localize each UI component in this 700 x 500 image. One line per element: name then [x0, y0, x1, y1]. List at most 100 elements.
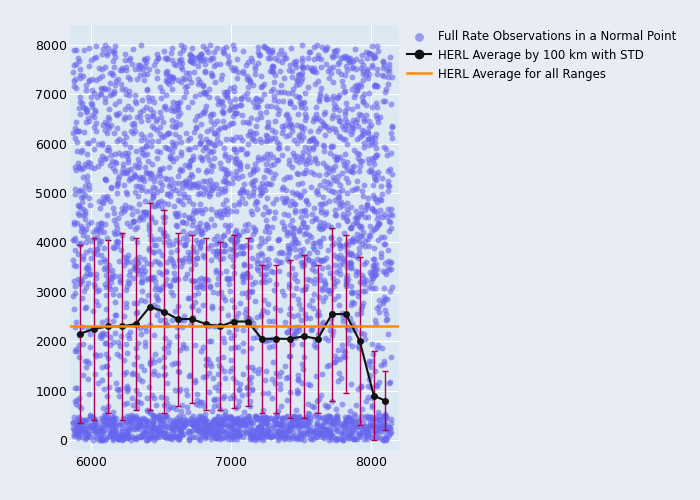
Full Rate Observations in a Normal Point	[188, 421, 199, 429]
Full Rate Observations in a Normal Point	[178, 234, 189, 241]
Full Rate Observations in a Normal Point	[247, 130, 258, 138]
Full Rate Observations in a Normal Point	[272, 430, 284, 438]
Full Rate Observations in a Normal Point	[313, 190, 324, 198]
Full Rate Observations in a Normal Point	[245, 316, 256, 324]
Full Rate Observations in a Normal Point	[362, 202, 373, 210]
Full Rate Observations in a Normal Point	[351, 310, 362, 318]
Full Rate Observations in a Normal Point	[254, 430, 265, 438]
Full Rate Observations in a Normal Point	[353, 288, 364, 296]
Full Rate Observations in a Normal Point	[193, 412, 204, 420]
Full Rate Observations in a Normal Point	[377, 296, 388, 304]
Full Rate Observations in a Normal Point	[364, 242, 375, 250]
Full Rate Observations in a Normal Point	[375, 232, 386, 240]
Full Rate Observations in a Normal Point	[277, 432, 288, 440]
Full Rate Observations in a Normal Point	[384, 210, 395, 218]
Full Rate Observations in a Normal Point	[120, 418, 132, 426]
Full Rate Observations in a Normal Point	[194, 90, 205, 98]
Full Rate Observations in a Normal Point	[378, 434, 389, 442]
Full Rate Observations in a Normal Point	[110, 77, 121, 85]
Full Rate Observations in a Normal Point	[176, 428, 187, 436]
Full Rate Observations in a Normal Point	[175, 386, 186, 394]
Full Rate Observations in a Normal Point	[267, 342, 279, 349]
Full Rate Observations in a Normal Point	[379, 356, 390, 364]
Full Rate Observations in a Normal Point	[296, 74, 307, 82]
Full Rate Observations in a Normal Point	[246, 372, 257, 380]
Full Rate Observations in a Normal Point	[224, 412, 235, 420]
Full Rate Observations in a Normal Point	[158, 432, 169, 440]
Full Rate Observations in a Normal Point	[190, 415, 202, 423]
Full Rate Observations in a Normal Point	[230, 426, 241, 434]
Full Rate Observations in a Normal Point	[366, 433, 377, 441]
Full Rate Observations in a Normal Point	[379, 434, 391, 442]
Full Rate Observations in a Normal Point	[351, 421, 362, 429]
Full Rate Observations in a Normal Point	[150, 285, 161, 293]
Full Rate Observations in a Normal Point	[241, 188, 253, 196]
Full Rate Observations in a Normal Point	[187, 218, 198, 226]
Full Rate Observations in a Normal Point	[138, 428, 149, 436]
Full Rate Observations in a Normal Point	[382, 187, 393, 195]
Full Rate Observations in a Normal Point	[222, 92, 233, 100]
Full Rate Observations in a Normal Point	[239, 198, 251, 206]
Full Rate Observations in a Normal Point	[265, 136, 276, 144]
Full Rate Observations in a Normal Point	[199, 224, 211, 232]
Full Rate Observations in a Normal Point	[87, 76, 98, 84]
Full Rate Observations in a Normal Point	[69, 278, 80, 285]
Full Rate Observations in a Normal Point	[146, 136, 158, 144]
Full Rate Observations in a Normal Point	[326, 242, 337, 250]
Full Rate Observations in a Normal Point	[199, 66, 211, 74]
Full Rate Observations in a Normal Point	[367, 140, 378, 148]
Full Rate Observations in a Normal Point	[132, 224, 143, 232]
Full Rate Observations in a Normal Point	[216, 236, 227, 244]
Full Rate Observations in a Normal Point	[107, 90, 118, 98]
Full Rate Observations in a Normal Point	[379, 295, 391, 303]
Full Rate Observations in a Normal Point	[148, 61, 160, 69]
Full Rate Observations in a Normal Point	[353, 430, 364, 438]
Full Rate Observations in a Normal Point	[75, 193, 86, 201]
Full Rate Observations in a Normal Point	[335, 54, 346, 62]
Full Rate Observations in a Normal Point	[108, 422, 119, 430]
Full Rate Observations in a Normal Point	[100, 410, 111, 418]
Full Rate Observations in a Normal Point	[115, 420, 126, 428]
Full Rate Observations in a Normal Point	[79, 160, 90, 168]
Full Rate Observations in a Normal Point	[237, 118, 248, 126]
Full Rate Observations in a Normal Point	[109, 328, 120, 336]
Full Rate Observations in a Normal Point	[377, 58, 388, 66]
Full Rate Observations in a Normal Point	[365, 50, 376, 58]
Full Rate Observations in a Normal Point	[260, 416, 272, 424]
Full Rate Observations in a Normal Point	[304, 422, 315, 430]
Full Rate Observations in a Normal Point	[193, 414, 204, 422]
Full Rate Observations in a Normal Point	[228, 426, 239, 434]
Full Rate Observations in a Normal Point	[341, 189, 352, 197]
Full Rate Observations in a Normal Point	[193, 182, 204, 190]
Full Rate Observations in a Normal Point	[164, 180, 176, 188]
Full Rate Observations in a Normal Point	[71, 345, 82, 353]
Full Rate Observations in a Normal Point	[172, 433, 183, 441]
Full Rate Observations in a Normal Point	[288, 422, 300, 430]
Full Rate Observations in a Normal Point	[356, 126, 368, 134]
Full Rate Observations in a Normal Point	[152, 74, 163, 82]
Full Rate Observations in a Normal Point	[146, 432, 157, 440]
Full Rate Observations in a Normal Point	[80, 430, 91, 438]
Full Rate Observations in a Normal Point	[311, 433, 322, 441]
Full Rate Observations in a Normal Point	[185, 56, 196, 64]
Full Rate Observations in a Normal Point	[204, 337, 215, 345]
Full Rate Observations in a Normal Point	[352, 292, 363, 300]
Full Rate Observations in a Normal Point	[193, 180, 204, 188]
Full Rate Observations in a Normal Point	[372, 344, 383, 352]
Full Rate Observations in a Normal Point	[342, 420, 353, 428]
Full Rate Observations in a Normal Point	[150, 241, 162, 249]
Full Rate Observations in a Normal Point	[97, 376, 108, 384]
Full Rate Observations in a Normal Point	[113, 291, 125, 299]
Full Rate Observations in a Normal Point	[158, 430, 169, 438]
Full Rate Observations in a Normal Point	[279, 430, 290, 438]
Full Rate Observations in a Normal Point	[309, 336, 321, 344]
Full Rate Observations in a Normal Point	[255, 185, 266, 193]
Full Rate Observations in a Normal Point	[342, 434, 354, 442]
Full Rate Observations in a Normal Point	[199, 425, 210, 433]
Full Rate Observations in a Normal Point	[304, 414, 315, 422]
Full Rate Observations in a Normal Point	[346, 420, 357, 428]
Full Rate Observations in a Normal Point	[329, 211, 340, 219]
Full Rate Observations in a Normal Point	[74, 416, 85, 424]
Full Rate Observations in a Normal Point	[104, 430, 116, 438]
Full Rate Observations in a Normal Point	[101, 292, 112, 300]
